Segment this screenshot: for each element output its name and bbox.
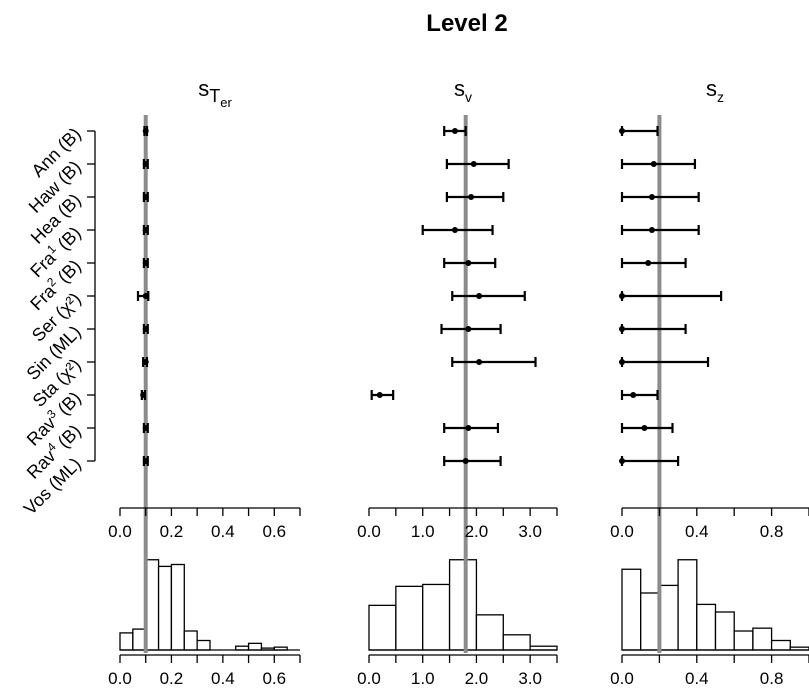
x-tick-label: 2.0: [465, 522, 489, 541]
histogram-bar: [395, 585, 424, 651]
estimate-point: [462, 458, 469, 464]
estimate-point: [650, 161, 657, 167]
estimate-point: [140, 392, 147, 398]
panel-sz: sz 0.0 0.4 0.8 0.0 0.4 0.8: [610, 76, 809, 688]
estimate-point: [142, 359, 149, 365]
histogram-bar: [448, 559, 478, 651]
histogram-bar: [677, 559, 698, 651]
histogram-bar: [502, 634, 531, 651]
histogram-bar: [640, 592, 661, 651]
estimate-point: [465, 326, 472, 332]
estimate-point: [619, 326, 625, 332]
histogram-bar: [119, 632, 134, 651]
estimate-point: [648, 227, 655, 233]
histogram-bar: [157, 565, 173, 651]
x-tick-label: 1.0: [411, 522, 435, 541]
x-tick-label: 0.0: [357, 669, 381, 688]
estimate-point: [451, 128, 458, 134]
x-tick-label: 0.4: [211, 669, 235, 688]
panel-title: sv: [454, 76, 472, 105]
x-tick-label: 0.0: [108, 522, 132, 541]
histogram-bar: [752, 627, 773, 651]
estimate-point: [142, 425, 149, 431]
x-tick-label: 0.0: [357, 522, 381, 541]
estimate-point: [142, 227, 149, 233]
estimate-point: [142, 194, 149, 200]
estimate-point: [465, 425, 472, 431]
estimate-point: [142, 326, 149, 332]
x-tick-label: 0.2: [160, 522, 184, 541]
x-tick-label: 1.0: [411, 669, 435, 688]
estimate-point: [648, 194, 655, 200]
x-tick-label: 0.4: [685, 669, 709, 688]
estimate-point: [142, 161, 149, 167]
x-tick-label: 0.4: [685, 522, 709, 541]
histogram-bar: [475, 614, 504, 651]
panel-title: sTer: [198, 76, 232, 110]
x-tick-label: 0.0: [108, 669, 132, 688]
estimate-point: [619, 293, 625, 299]
histogram-bar: [183, 630, 198, 651]
x-tick-label: 3.0: [518, 522, 542, 541]
estimate-point: [630, 392, 637, 398]
histogram-bar: [733, 630, 754, 651]
estimate-point: [376, 392, 383, 398]
x-tick-label: 0.6: [262, 522, 286, 541]
x-tick-label: 2.0: [465, 669, 489, 688]
estimate-point: [476, 359, 483, 365]
histogram-bar: [196, 639, 211, 651]
histogram-bar: [770, 639, 791, 651]
histogram-bar: [422, 583, 451, 651]
estimate-point: [470, 161, 477, 167]
histogram-bar: [621, 568, 642, 651]
x-tick-label: 3.0: [518, 669, 542, 688]
estimate-point: [619, 458, 625, 464]
panel-sv: sv 0.0 1.0 2.0 3.0 0.0 1.0 2.0 3.0: [357, 76, 558, 688]
x-tick-label: 0.0: [610, 522, 634, 541]
histogram-bar: [696, 603, 717, 651]
panel-title: sz: [706, 76, 724, 105]
estimate-point: [142, 458, 149, 464]
estimate-point: [619, 128, 625, 134]
x-tick-label: 0.8: [760, 669, 784, 688]
histogram-bar: [247, 642, 263, 651]
histogram-bar: [714, 611, 735, 651]
histogram-bar: [170, 563, 185, 651]
figure-title: Level 2: [426, 10, 507, 37]
estimate-point: [468, 194, 475, 200]
estimate-point: [142, 260, 149, 266]
study-labels: Ann (B)Haw (B)Hea (B)Fra1 (B)Fra2 (B)Ser…: [20, 124, 96, 519]
chart-panels: sTer 0.0 0.2 0.4 0.6 0.0 0.2 0.4 0.6 sv 0.0 1.0 2.0 3…: [108, 76, 809, 688]
estimate-point: [142, 128, 149, 134]
histogram-bar: [658, 584, 679, 651]
x-tick-label: 0.2: [160, 669, 184, 688]
estimate-point: [476, 293, 483, 299]
estimate-point: [451, 227, 458, 233]
histogram-bar: [368, 604, 397, 651]
x-tick-label: 0.4: [211, 522, 235, 541]
x-tick-label: 0.0: [610, 669, 634, 688]
panel-sTer: sTer 0.0 0.2 0.4 0.6 0.0 0.2 0.4 0.6: [108, 76, 301, 688]
estimate-point: [645, 260, 652, 266]
estimate-point: [142, 293, 149, 299]
x-tick-label: 0.6: [262, 669, 286, 688]
estimate-point: [465, 260, 472, 266]
estimate-point: [641, 425, 648, 431]
estimate-point: [619, 359, 625, 365]
x-tick-label: 0.8: [760, 522, 784, 541]
